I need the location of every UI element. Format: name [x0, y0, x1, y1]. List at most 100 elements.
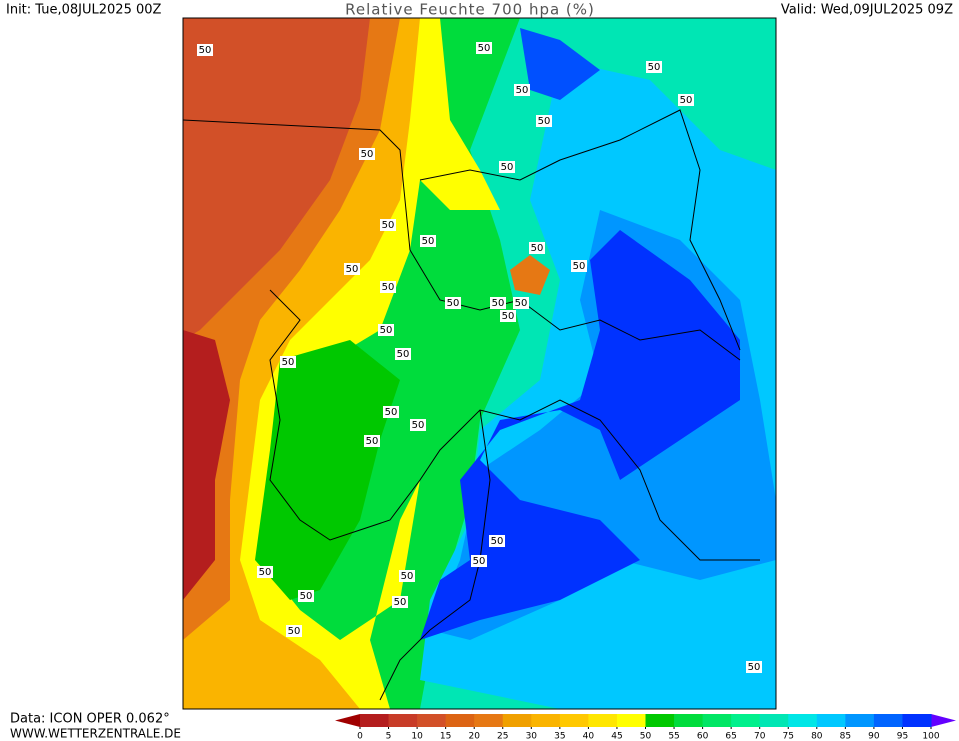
colorbar-box [788, 714, 818, 727]
colorbar-tick-label: 95 [897, 732, 908, 741]
colorbar-box [445, 714, 475, 727]
contour-label: 50 [491, 536, 504, 547]
contour-label: 50 [346, 264, 359, 275]
contour-label-box [392, 596, 408, 608]
contour-label-box [646, 61, 662, 73]
contour-label-box [746, 661, 762, 673]
contour-label: 50 [516, 85, 529, 96]
contour-label-box [678, 94, 694, 106]
contour-label-box [344, 263, 360, 275]
very-dry-area [183, 18, 370, 340]
map-title: Relative Feuchte 700 hpa (%) [345, 1, 595, 19]
contour-label: 50 [397, 349, 410, 360]
contour-label: 50 [501, 162, 514, 173]
dry-area [510, 255, 550, 295]
map: 50 50 50 50 50 50 50 50 50 50 50 50 50 50 50 50 50 50 50 50… [182, 17, 777, 710]
colorbar-box [559, 714, 589, 727]
contour-label-box [445, 297, 461, 309]
contour-label: 50 [447, 298, 460, 309]
contour-label: 50 [648, 62, 661, 73]
colorbar-box [388, 714, 418, 727]
contour-label-box [529, 242, 545, 254]
colorbar-tick-label: 75 [783, 732, 794, 741]
colorbar-box [588, 714, 618, 727]
contour-labels: 50 50 50 50 50 50 50 50 50 50 50 50 50 50 50 50 50 50 50 50… [197, 42, 762, 673]
colorbar-tick-label: 90 [868, 732, 880, 741]
contour-label: 50 [515, 298, 528, 309]
contour-label-box [298, 590, 314, 602]
colorbar-box [845, 714, 875, 727]
contour-label-box [364, 435, 380, 447]
contour-label: 50 [538, 116, 551, 127]
contour-label-box [514, 84, 530, 96]
contour-label: 50 [380, 325, 393, 336]
contour-label-box [410, 419, 426, 431]
contour-label-box [286, 625, 302, 637]
colorbar-below [335, 714, 360, 727]
contour-label: 50 [300, 591, 313, 602]
map-frame [182, 17, 777, 710]
contour-label-box [571, 260, 587, 272]
contour-label-box [257, 566, 273, 578]
colorbar-tick-label: 80 [811, 732, 823, 741]
contour-label-box [513, 297, 529, 309]
contour-label-box [380, 281, 396, 293]
contour-label-box [499, 161, 515, 173]
colorbar-tick-label: 85 [840, 732, 851, 741]
colorbar-tick-label: 5 [386, 732, 392, 741]
colorbar-box [502, 714, 532, 727]
contour-label: 50 [199, 45, 212, 56]
contour-label: 50 [382, 220, 395, 231]
colorbar-tick-label: 40 [583, 732, 595, 741]
contour-label: 50 [366, 436, 379, 447]
humid-area [255, 340, 400, 600]
colorbar-box [531, 714, 561, 727]
contour-label: 50 [382, 282, 395, 293]
colorbar-box [645, 714, 675, 727]
colorbar-tick-label: 10 [411, 732, 423, 741]
contour-label: 50 [531, 243, 544, 254]
data-source: Data: ICON OPER 0.062° [10, 712, 170, 727]
colorbar-box [759, 714, 789, 727]
contour-label-box [420, 235, 436, 247]
contour-label-box [280, 356, 296, 368]
contour-label: 50 [422, 236, 435, 247]
valid-time: Valid: Wed,09JUL2025 09Z [781, 3, 953, 18]
contour-label: 50 [282, 357, 295, 368]
colorbar-tick-label: 15 [440, 732, 451, 741]
contour-label-box [490, 297, 506, 309]
contour-label-box [500, 310, 516, 322]
contour-label-box [476, 42, 492, 54]
colorbar-box [731, 714, 761, 727]
colorbar-tick-label: 55 [668, 732, 679, 741]
colorbar-tick-label: 70 [754, 732, 766, 741]
colorbar-box [702, 714, 732, 727]
contour-label-box [395, 348, 411, 360]
colorbar-box [616, 714, 646, 727]
contour-label-box [536, 115, 552, 127]
contour-label: 50 [401, 571, 414, 582]
contour-label-box [471, 555, 487, 567]
contour-label-box [489, 535, 505, 547]
contour-label: 50 [259, 567, 272, 578]
colorbar-box [902, 714, 932, 727]
contour-label: 50 [748, 662, 761, 673]
contour-label-box [383, 406, 399, 418]
colorbar-above [931, 714, 956, 727]
colorbar-tick-label: 0 [357, 732, 363, 741]
contour-label: 50 [361, 149, 374, 160]
contour-label: 50 [502, 311, 515, 322]
colorbar-box [474, 714, 504, 727]
contour-label-box [380, 219, 396, 231]
colorbar-box [417, 714, 447, 727]
colorbar-tick-label: 50 [640, 732, 652, 741]
contour-label: 50 [288, 626, 301, 637]
colorbar-box [873, 714, 903, 727]
colorbar-tick-label: 60 [697, 732, 709, 741]
colorbar-tick-label: 45 [611, 732, 622, 741]
very-dry-area [183, 330, 230, 600]
contour-label: 50 [573, 261, 586, 272]
colorbar-box [816, 714, 846, 727]
contour-label: 50 [478, 43, 491, 54]
